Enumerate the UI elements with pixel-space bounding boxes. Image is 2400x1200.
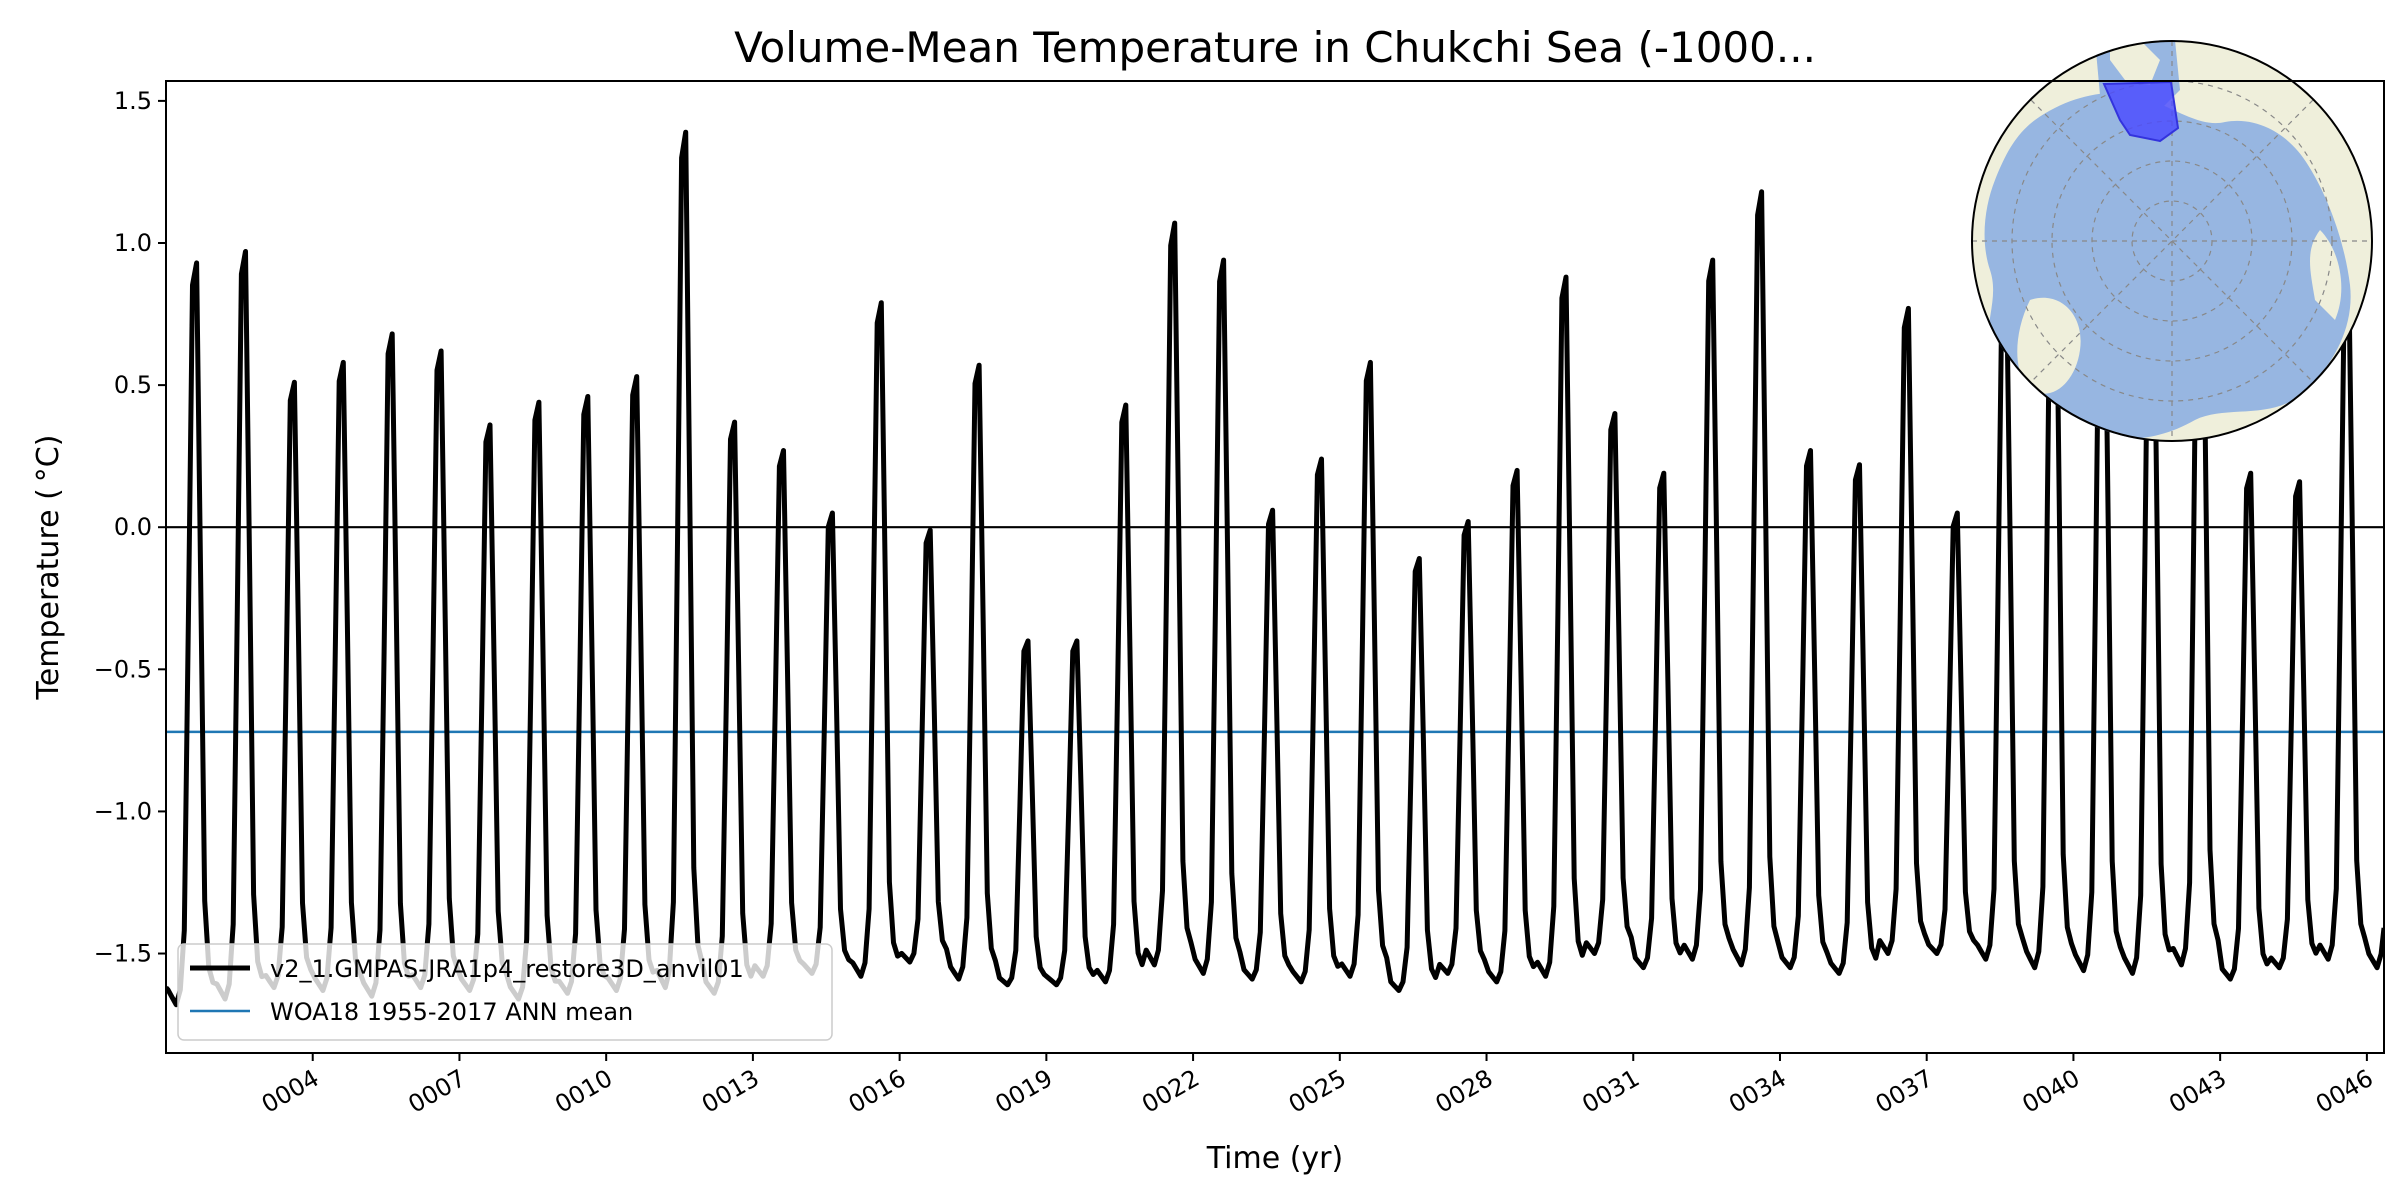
x-tick-label: 0007 xyxy=(404,1064,471,1119)
legend-label-model: v2_1.GMPAS-JRA1p4_restore3D_anvil01 xyxy=(270,955,744,983)
y-axis-label: Temperature ( °C) xyxy=(31,435,66,701)
x-tick-label: 0004 xyxy=(257,1064,324,1119)
x-tick-label: 0010 xyxy=(550,1064,617,1119)
map-graticule xyxy=(1972,41,2372,441)
legend-box xyxy=(177,943,833,1041)
y-axis: −1.5 −1.0 −0.5 0.0 0.5 1.0 1.5 xyxy=(94,87,166,968)
chart-title: Volume-Mean Temperature in Chukchi Sea (… xyxy=(734,23,1816,72)
x-tick-label: 0013 xyxy=(697,1064,764,1119)
series-line-model xyxy=(166,129,2384,1008)
x-tick-label: 0046 xyxy=(2311,1064,2378,1119)
x-tick-label: 0022 xyxy=(1137,1064,1204,1119)
y-tick-label: −1.0 xyxy=(94,797,152,825)
y-tick-label: 1.5 xyxy=(114,87,152,115)
inset-polar-map xyxy=(1971,40,2373,442)
x-axis-label: Time (yr) xyxy=(1206,1141,1343,1176)
y-tick-label: −0.5 xyxy=(94,655,152,683)
x-tick-label: 0031 xyxy=(1577,1064,1644,1119)
x-tick-label: 0028 xyxy=(1431,1064,1498,1119)
map-land-greenland xyxy=(2017,297,2081,394)
x-tick-label: 0034 xyxy=(1724,1064,1791,1119)
x-tick-label: 0043 xyxy=(2164,1064,2231,1119)
plot-frame xyxy=(165,80,2385,1054)
x-tick-label: 0025 xyxy=(1284,1064,1351,1119)
y-tick-label: 1.0 xyxy=(114,229,152,257)
x-tick-label: 0016 xyxy=(844,1064,911,1119)
x-tick-label: 0037 xyxy=(1871,1064,1938,1119)
y-tick-label: 0.5 xyxy=(114,371,152,399)
y-tick-label: −1.5 xyxy=(94,940,152,968)
legend-label-woa18: WOA18 1955-2017 ANN mean xyxy=(270,998,633,1026)
map-land-north xyxy=(2110,40,2160,85)
plot-area xyxy=(166,129,2384,1008)
x-axis: 0004 0007 0010 0013 0016 0019 0022 0025 0028 0031… xyxy=(257,1053,2378,1119)
x-tick-label: 0040 xyxy=(2018,1064,2085,1119)
y-tick-label: 0.0 xyxy=(114,513,152,541)
legend: v2_1.GMPAS-JRA1p4_restore3D_anvil01 WOA1… xyxy=(177,943,833,1041)
x-tick-label: 0019 xyxy=(990,1064,1057,1119)
map-land-east xyxy=(2310,230,2342,320)
